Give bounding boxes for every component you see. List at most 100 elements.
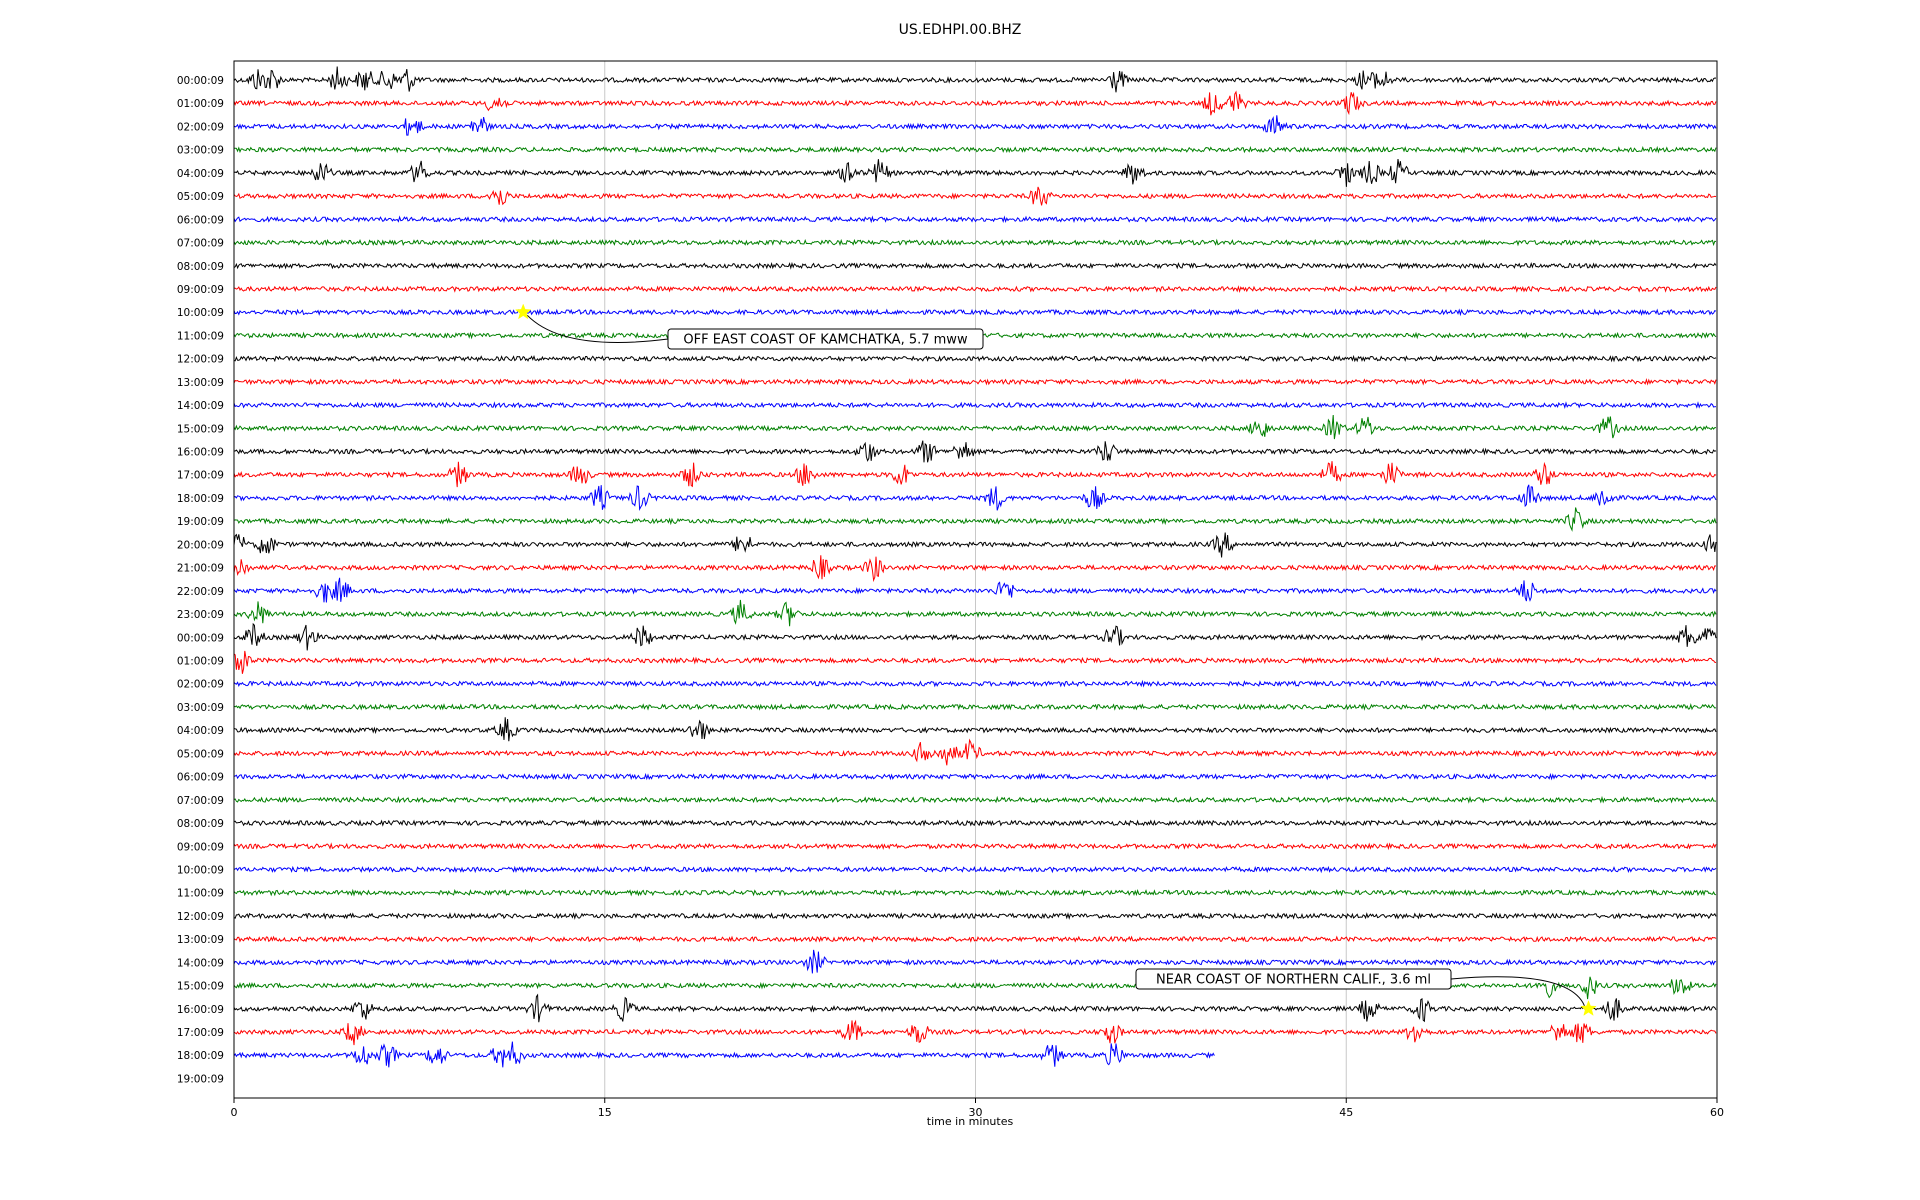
row-time-label: 09:00:09 bbox=[177, 284, 224, 296]
event-label: NEAR COAST OF NORTHERN CALIF., 3.6 ml bbox=[1156, 973, 1431, 988]
trace-line bbox=[233, 308, 1717, 317]
trace-line bbox=[233, 865, 1717, 874]
trace-line bbox=[233, 912, 1717, 920]
row-time-label: 13:00:09 bbox=[177, 934, 224, 946]
trace-line bbox=[233, 401, 1717, 410]
row-time-label: 02:00:09 bbox=[177, 121, 224, 133]
trace-line bbox=[233, 532, 1717, 558]
trace-line bbox=[233, 186, 1717, 206]
event-star-icon bbox=[514, 303, 532, 320]
vertical-gridlines bbox=[604, 61, 1347, 1098]
trace-line bbox=[233, 507, 1717, 532]
row-time-label: 18:00:09 bbox=[177, 493, 224, 505]
row-time-label: 17:00:09 bbox=[177, 1027, 224, 1039]
trace-line bbox=[233, 90, 1717, 116]
trace-line bbox=[233, 555, 1717, 583]
chart-title: US.EDHPI.00.BHZ bbox=[899, 22, 1022, 38]
trace-line bbox=[233, 679, 1717, 688]
row-time-label: 07:00:09 bbox=[177, 238, 224, 250]
row-time-label: 12:00:09 bbox=[177, 911, 224, 923]
trace-line bbox=[233, 795, 1717, 804]
row-time-label: 03:00:09 bbox=[177, 702, 224, 714]
row-time-label: 10:00:09 bbox=[177, 307, 224, 319]
x-tick-label: 15 bbox=[598, 1106, 612, 1119]
x-tick-label: 60 bbox=[1710, 1106, 1724, 1119]
row-time-label: 06:00:09 bbox=[177, 772, 224, 784]
row-time-label: 01:00:09 bbox=[177, 98, 224, 110]
row-time-label: 14:00:09 bbox=[177, 957, 224, 969]
trace-line bbox=[233, 622, 1717, 651]
row-time-label: 02:00:09 bbox=[177, 679, 224, 691]
row-time-label: 14:00:09 bbox=[177, 400, 224, 412]
row-time-label: 20:00:09 bbox=[177, 539, 224, 551]
event-label-box bbox=[667, 328, 984, 350]
row-time-label: 07:00:09 bbox=[177, 795, 224, 807]
row-time-label: 11:00:09 bbox=[177, 330, 224, 342]
row-time-label: 19:00:09 bbox=[177, 516, 224, 528]
x-tick-label: 30 bbox=[969, 1106, 983, 1119]
trace-line bbox=[233, 976, 1717, 1000]
event-label-box bbox=[1135, 968, 1452, 990]
event-annotations: OFF EAST COAST OF KAMCHATKA, 5.7 mww NEAR… bbox=[514, 303, 1597, 1016]
row-time-label: 16:00:09 bbox=[177, 447, 224, 459]
trace-line bbox=[233, 842, 1717, 851]
row-time-label: 15:00:09 bbox=[177, 423, 224, 435]
trace-line bbox=[233, 354, 1717, 363]
x-axis-label: time in minutes bbox=[927, 1115, 1014, 1128]
row-time-label: 16:00:09 bbox=[177, 1004, 224, 1016]
trace-line bbox=[233, 599, 1717, 627]
row-time-label: 11:00:09 bbox=[177, 888, 224, 900]
trace-line bbox=[233, 738, 1717, 766]
row-time-label: 05:00:09 bbox=[177, 191, 224, 203]
row-time-label: 23:00:09 bbox=[177, 609, 224, 621]
trace-line bbox=[233, 577, 1717, 603]
row-time-label: 08:00:09 bbox=[177, 261, 224, 273]
row-time-label: 21:00:09 bbox=[177, 563, 224, 575]
trace-line bbox=[233, 1041, 1215, 1068]
trace-line bbox=[233, 461, 1717, 488]
row-time-label: 04:00:09 bbox=[177, 168, 224, 180]
trace-line bbox=[233, 261, 1717, 270]
x-axis-ticks: 0 15 30 45 60 bbox=[231, 1098, 1724, 1119]
trace-line bbox=[233, 238, 1717, 247]
trace-line bbox=[233, 285, 1717, 293]
trace-line bbox=[233, 772, 1717, 781]
trace-line bbox=[233, 703, 1717, 711]
row-time-label: 22:00:09 bbox=[177, 586, 224, 598]
event-label: OFF EAST COAST OF KAMCHATKA, 5.7 mww bbox=[683, 333, 968, 348]
trace-line bbox=[233, 650, 1717, 674]
trace-line bbox=[233, 935, 1717, 943]
row-time-label: 04:00:09 bbox=[177, 725, 224, 737]
trace-line bbox=[233, 1019, 1717, 1046]
trace-line bbox=[233, 159, 1717, 187]
row-time-label: 03:00:09 bbox=[177, 145, 224, 157]
trace-line bbox=[233, 888, 1717, 897]
row-time-label: 10:00:09 bbox=[177, 864, 224, 876]
trace-line bbox=[233, 484, 1717, 512]
trace-line bbox=[233, 215, 1717, 224]
trace-line bbox=[233, 993, 1717, 1023]
row-time-label: 06:00:09 bbox=[177, 214, 224, 226]
trace-line bbox=[233, 949, 1717, 974]
row-time-label: 19:00:09 bbox=[177, 1073, 224, 1085]
seismic-traces bbox=[233, 66, 1717, 1068]
row-time-label: 15:00:09 bbox=[177, 981, 224, 993]
event-arrow bbox=[526, 314, 669, 343]
trace-line bbox=[233, 66, 1717, 93]
trace-line bbox=[233, 717, 1717, 742]
x-tick-label: 0 bbox=[231, 1106, 238, 1119]
x-tick-label: 45 bbox=[1339, 1106, 1353, 1119]
row-time-label: 00:00:09 bbox=[177, 632, 224, 644]
row-time-label: 17:00:09 bbox=[177, 470, 224, 482]
trace-line bbox=[233, 414, 1716, 440]
trace-line bbox=[234, 145, 1717, 154]
trace-line bbox=[233, 819, 1717, 827]
trace-line bbox=[233, 115, 1717, 136]
row-time-labels: 00:00:09 01:00:09 02:00:09 03:00:09 04:00:09… bbox=[177, 75, 224, 1085]
row-time-label: 00:00:09 bbox=[177, 75, 224, 87]
row-time-label: 18:00:09 bbox=[177, 1050, 224, 1062]
trace-line bbox=[233, 378, 1717, 386]
row-time-label: 13:00:09 bbox=[177, 377, 224, 389]
